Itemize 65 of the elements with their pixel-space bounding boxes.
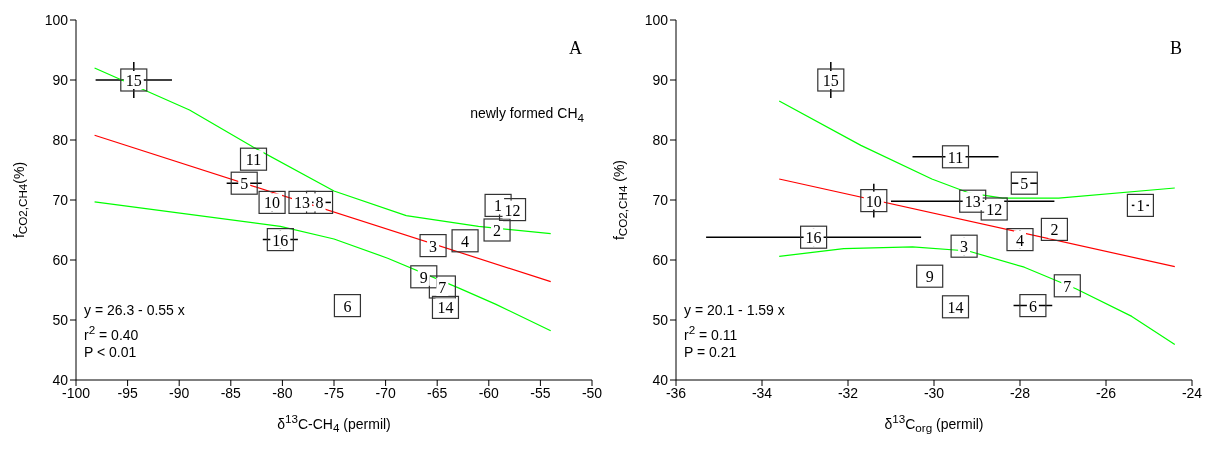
annotation: 14	[437, 299, 454, 317]
annotation: 12	[504, 201, 521, 219]
x-tick-label: -24	[1181, 384, 1203, 401]
x-tick-label: -32	[837, 384, 859, 401]
y-tick-label: 80	[652, 131, 669, 148]
x-tick-label: -28	[1009, 384, 1031, 401]
x-tick-label: -80	[272, 384, 293, 401]
annotation: 2	[493, 222, 502, 239]
annotation: 6	[1028, 297, 1037, 315]
annotation: 2	[1050, 221, 1059, 239]
y-tick-label: 100	[44, 11, 69, 28]
annotation: 5	[1020, 175, 1029, 193]
x-tick-label: -75	[323, 384, 345, 401]
x-tick-label: -50	[581, 384, 603, 401]
annotation: 7	[1063, 277, 1072, 295]
annotation: 10	[865, 192, 882, 210]
y-tick-label: 80	[52, 131, 69, 148]
annotation: A	[569, 38, 582, 59]
y-tick-label: 60	[652, 251, 669, 268]
annotation: 15	[822, 72, 839, 89]
x-tick-label: -85	[220, 384, 242, 401]
annotation: 14	[947, 298, 964, 316]
x-tick-label: -26	[1095, 384, 1117, 401]
y-tick-label: 70	[652, 191, 669, 208]
annotation: P < 0.01	[84, 344, 137, 360]
annotation: newly formed CH$_{4}$	[470, 105, 584, 124]
annotation: 4	[461, 232, 470, 250]
annotation: 9	[419, 268, 428, 286]
x-tick-label: -34	[751, 384, 773, 401]
annotation: y = 20.1 - 1.59 x	[684, 302, 785, 318]
x-tick-label: -65	[427, 384, 448, 401]
annotation: 1	[494, 197, 503, 215]
x-tick-label: -30	[923, 384, 945, 401]
annotation: 9	[925, 268, 934, 286]
x-axis-title: δ$^{13}$C$_{org}$ (permil)	[883, 412, 985, 435]
y-tick-label: 50	[652, 311, 669, 328]
annotation: 6	[343, 297, 352, 315]
annotation: 3	[429, 237, 438, 255]
x-axis-title: δ$^{13}$C-CH$_{4}$ (permil)	[276, 412, 392, 435]
annotation: 8	[315, 194, 324, 212]
y-tick-label: 90	[652, 71, 669, 88]
annotation: r$^{2}$ = 0.40	[84, 323, 139, 343]
x-tick-label: -70	[375, 384, 396, 401]
annotation: 12	[986, 201, 1003, 218]
annotation: 15	[125, 72, 142, 89]
annotation: 13	[294, 194, 311, 212]
annotation: r$^{2}$ = 0.11	[684, 323, 738, 343]
x-tick-label: -95	[117, 384, 138, 401]
x-tick-label: -55	[530, 384, 551, 401]
y-tick-label: 100	[644, 11, 669, 28]
annotation: y = 26.3 - 0.55 x	[84, 302, 185, 318]
y-tick-label: 70	[52, 191, 69, 208]
y-tick-label: 50	[52, 311, 69, 328]
y-tick-label: 90	[52, 71, 69, 88]
annotation: 11	[947, 148, 964, 166]
annotation: B	[1169, 38, 1182, 59]
annotation: 1	[1136, 197, 1145, 215]
x-tick-label: -60	[478, 384, 500, 401]
annotation: P = 0.21	[684, 344, 737, 360]
y-tick-label: 60	[52, 251, 69, 268]
annotation: 11	[245, 151, 262, 169]
annotation: 13	[964, 193, 981, 211]
x-tick-label: -90	[169, 384, 190, 401]
annotation: 7	[438, 279, 447, 296]
annotation: 5	[240, 175, 249, 193]
